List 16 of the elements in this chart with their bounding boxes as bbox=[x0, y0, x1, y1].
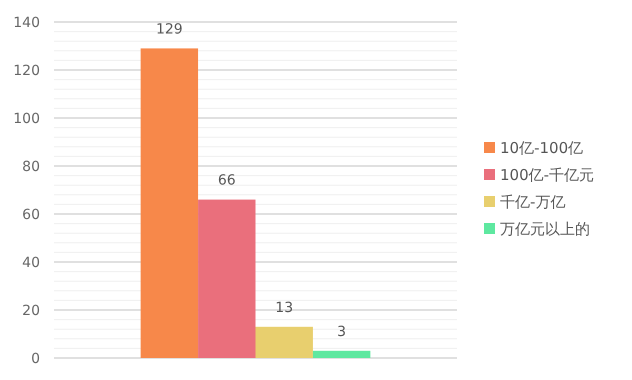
legend-label: 千亿-万亿 bbox=[500, 193, 566, 211]
legend-label: 万亿元以上的 bbox=[500, 220, 590, 238]
data-label: 129 bbox=[156, 21, 183, 38]
data-label: 3 bbox=[337, 324, 346, 340]
legend-label: 100亿-千亿元 bbox=[500, 166, 594, 184]
y-tick-label: 0 bbox=[31, 351, 40, 367]
legend-label: 10亿-100亿 bbox=[500, 139, 584, 157]
y-tick-label: 100 bbox=[13, 111, 40, 127]
data-label: 13 bbox=[275, 300, 294, 316]
y-tick-label: 60 bbox=[22, 207, 40, 223]
y-tick-label: 20 bbox=[22, 303, 40, 319]
y-tick-label: 140 bbox=[13, 15, 40, 31]
y-tick-label: 80 bbox=[22, 159, 40, 175]
y-tick-label: 40 bbox=[22, 255, 40, 271]
data-label: 66 bbox=[218, 172, 236, 189]
y-tick-label: 120 bbox=[13, 63, 40, 79]
